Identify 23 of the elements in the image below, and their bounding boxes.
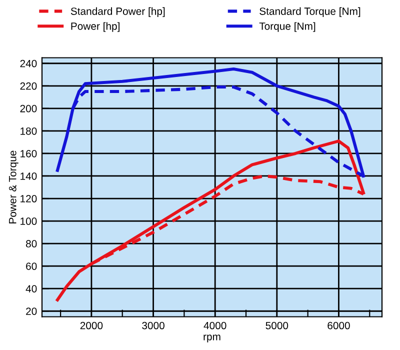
y-tick-label: 20: [26, 308, 37, 315]
y-tick-label: 200: [20, 104, 37, 112]
y-tick-label: 80: [26, 240, 37, 248]
y-tick-label: 40: [26, 285, 37, 292]
x-tick-label: 3000: [142, 322, 164, 330]
x-tick-label: 6000: [328, 322, 350, 330]
x-axis-title: rpm: [204, 334, 220, 342]
legend-label: Torque [Nm]: [259, 22, 316, 32]
x-tick-label: 5000: [266, 322, 288, 330]
x-tick-label: 4000: [204, 322, 226, 330]
y-tick-label: 240: [20, 60, 37, 68]
legend-label: Power [hp]: [71, 22, 120, 32]
legend-label: Standard Power [hp]: [70, 7, 165, 17]
y-tick-label: 180: [20, 127, 37, 135]
y-tick-label: 140: [20, 172, 37, 180]
x-tick-label: 2000: [80, 322, 103, 330]
y-tick-label: 220: [20, 82, 37, 90]
y-axis-title: Power & Torque: [9, 150, 18, 224]
y-tick-label: 60: [26, 262, 37, 270]
legend-label: Standard Torque [Nm]: [260, 7, 360, 17]
y-tick-label: 100: [20, 218, 37, 225]
y-tick-label: 160: [20, 150, 37, 158]
y-tick-label: 120: [20, 195, 37, 202]
